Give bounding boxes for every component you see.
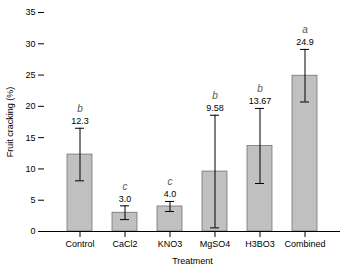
svg-text:Fruit cracking (%): Fruit cracking (%) — [5, 87, 15, 158]
svg-text:9.58: 9.58 — [206, 103, 224, 113]
svg-text:20: 20 — [25, 101, 35, 111]
svg-text:30: 30 — [25, 39, 35, 49]
svg-text:a: a — [302, 24, 308, 35]
svg-text:12.3: 12.3 — [71, 116, 89, 126]
svg-text:b: b — [257, 83, 263, 94]
svg-text:Combined: Combined — [284, 239, 325, 249]
svg-text:c: c — [123, 181, 128, 192]
svg-text:10: 10 — [25, 164, 35, 174]
svg-text:15: 15 — [25, 133, 35, 143]
svg-text:b: b — [212, 90, 218, 101]
svg-text:35: 35 — [25, 7, 35, 17]
svg-text:24.9: 24.9 — [296, 37, 314, 47]
svg-text:Treatment: Treatment — [172, 256, 213, 266]
svg-text:Control: Control — [65, 239, 94, 249]
svg-text:0: 0 — [30, 226, 35, 236]
svg-text:13.67: 13.67 — [249, 96, 272, 106]
svg-text:KNO3: KNO3 — [158, 239, 183, 249]
svg-text:H3BO3: H3BO3 — [245, 239, 275, 249]
svg-text:25: 25 — [25, 70, 35, 80]
svg-text:4.0: 4.0 — [164, 189, 177, 199]
svg-text:b: b — [77, 103, 83, 114]
svg-text:CaCl2: CaCl2 — [112, 239, 137, 249]
svg-text:3.0: 3.0 — [119, 194, 132, 204]
svg-text:5: 5 — [30, 195, 35, 205]
svg-text:MgSO4: MgSO4 — [200, 239, 231, 249]
svg-text:c: c — [168, 176, 173, 187]
